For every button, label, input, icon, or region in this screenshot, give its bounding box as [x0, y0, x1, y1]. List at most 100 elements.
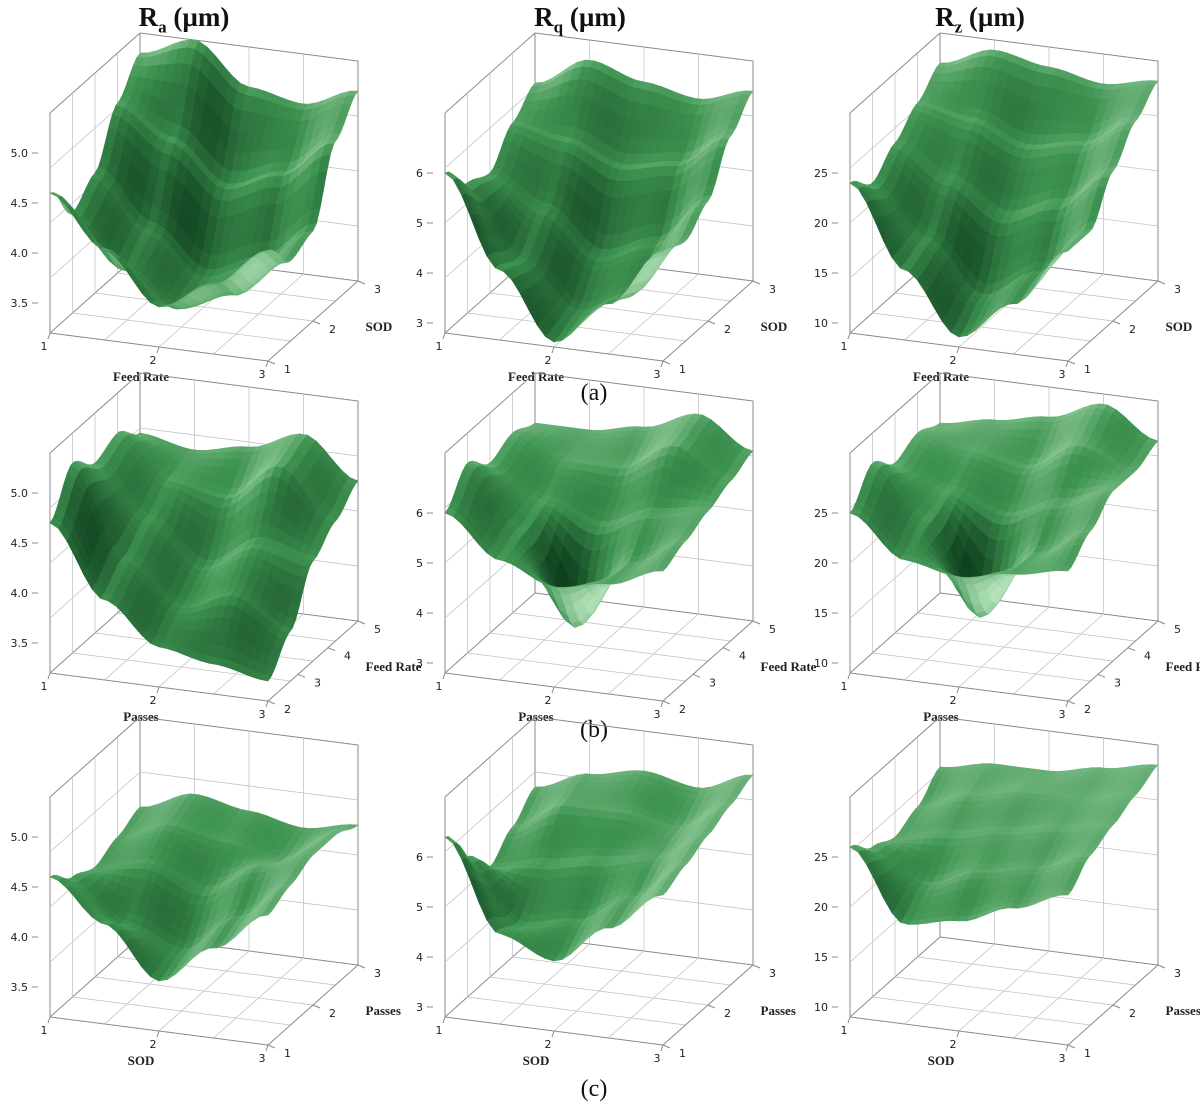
- y-tick-label: 3: [709, 676, 716, 689]
- y-tick-label: 2: [284, 703, 291, 716]
- grid-line: [94, 292, 314, 322]
- y-tick-label: 3: [769, 283, 776, 296]
- y-tick-label: 5: [1174, 623, 1181, 636]
- surface-plot: 10 15 20 25 1 2 3 Feed Rate 1 2 3 SOD: [814, 32, 1193, 384]
- z-tick-label: 15: [814, 951, 828, 964]
- y-tick-mark: [1157, 964, 1166, 969]
- grid-line: [849, 771, 941, 853]
- x-tick-mark: [847, 1016, 851, 1024]
- y-tick-mark: [1097, 673, 1106, 678]
- grid-line: [608, 273, 699, 355]
- y-tick-label: 3: [374, 967, 381, 980]
- y-tick-label: 2: [329, 323, 336, 336]
- x-tick-mark: [156, 346, 160, 354]
- x-tick-label: 2: [150, 354, 157, 367]
- y-tick-mark: [312, 1004, 321, 1009]
- z-tick-label: 5.0: [11, 487, 29, 500]
- z-tick-label: 6: [416, 507, 423, 520]
- x-tick-label: 2: [950, 1038, 957, 1051]
- y-tick-mark: [722, 647, 731, 652]
- grid-line: [444, 87, 536, 169]
- x-tick-label: 3: [654, 368, 661, 381]
- surface-mesh: [849, 763, 1159, 925]
- x-tick-label: 1: [841, 680, 848, 693]
- y-tick-mark: [357, 964, 366, 969]
- y-tick-label: 2: [329, 1007, 336, 1020]
- y-tick-mark: [1157, 620, 1166, 625]
- y-tick-label: 3: [1174, 283, 1181, 296]
- grid-line: [1013, 273, 1104, 355]
- x-tick-label: 2: [950, 694, 957, 707]
- y-tick-label: 3: [769, 967, 776, 980]
- z-tick-label: 6: [416, 851, 423, 864]
- z-axis-ticks: 10 15 20 25: [814, 507, 838, 670]
- surface-plot: 3 4 5 6 1 2 3 Feed Rate 1 2 3 SOD: [416, 32, 787, 384]
- z-tick-label: 20: [814, 557, 828, 570]
- x-axis-label: Feed Rate: [113, 369, 169, 384]
- row-label-b: (b): [580, 717, 608, 743]
- z-tick-label: 15: [814, 607, 828, 620]
- y-tick-mark: [297, 673, 306, 678]
- header-unit: (µm): [962, 2, 1025, 32]
- y-axis-ticks: 1 2 3: [267, 964, 381, 1060]
- y-tick-mark: [692, 673, 701, 678]
- grid-line: [1013, 613, 1104, 695]
- y-tick-mark: [662, 1044, 671, 1049]
- x-tick-label: 1: [41, 680, 48, 693]
- x-tick-label: 3: [259, 1052, 266, 1065]
- x-tick-mark: [1065, 1044, 1069, 1052]
- y-axis-label: SOD: [1166, 319, 1193, 334]
- x-tick-mark: [442, 1016, 446, 1024]
- x-tick-mark: [442, 332, 446, 340]
- surface-mesh: [49, 39, 359, 310]
- x-tick-label: 3: [1059, 708, 1066, 721]
- x-tick-mark: [1065, 700, 1069, 708]
- y-tick-label: 1: [284, 363, 291, 376]
- x-tick-mark: [660, 1044, 664, 1052]
- y-axis-label: Passes: [1166, 1003, 1200, 1018]
- y-axis-ticks: 2 3 4 5: [1067, 620, 1181, 716]
- x-axis-label: Passes: [923, 709, 958, 724]
- y-tick-mark: [357, 280, 366, 285]
- x-tick-mark: [956, 346, 960, 354]
- x-axis-ticks: 1 2 3: [41, 1016, 269, 1065]
- y-tick-mark: [707, 1004, 716, 1009]
- x-tick-label: 3: [259, 708, 266, 721]
- y-tick-mark: [1067, 1044, 1076, 1049]
- y-tick-label: 1: [679, 363, 686, 376]
- y-tick-mark: [662, 700, 671, 705]
- y-tick-label: 4: [1144, 650, 1151, 663]
- column-header-rz: Rz (µm): [870, 2, 1090, 37]
- x-tick-label: 3: [259, 368, 266, 381]
- z-tick-label: 5: [416, 557, 423, 570]
- z-tick-label: 10: [814, 317, 828, 330]
- surface-plot: 10 15 20 25 1 2 3 Passes 2 3 4 5 Feed Rate: [814, 372, 1200, 724]
- x-tick-label: 2: [545, 1038, 552, 1051]
- x-tick-mark: [847, 672, 851, 680]
- y-axis-ticks: 1 2 3: [1067, 280, 1181, 376]
- grid-line: [444, 771, 536, 853]
- surface-panel: 10 15 20 25 1 2 3 Feed Rate 1 2 3 SOD: [800, 32, 1200, 384]
- surface-mesh: [444, 413, 754, 628]
- y-tick-label: 2: [1129, 1007, 1136, 1020]
- y-tick-label: 5: [769, 623, 776, 636]
- x-tick-label: 1: [436, 340, 443, 353]
- z-tick-label: 4.0: [11, 247, 29, 260]
- z-axis-ticks: 3 4 5 6: [416, 851, 433, 1014]
- z-tick-label: 4.0: [11, 587, 29, 600]
- z-tick-label: 25: [814, 167, 828, 180]
- x-axis-ticks: 1 2 3: [436, 332, 664, 381]
- y-tick-label: 1: [1084, 363, 1091, 376]
- z-tick-label: 6: [416, 167, 423, 180]
- grid-line: [917, 612, 1136, 642]
- y-tick-mark: [327, 647, 336, 652]
- z-tick-label: 3.5: [11, 981, 29, 994]
- y-tick-label: 3: [1114, 676, 1121, 689]
- x-tick-label: 2: [950, 354, 957, 367]
- x-axis-ticks: 1 2 3: [841, 672, 1069, 721]
- y-tick-label: 3: [374, 283, 381, 296]
- surface-panel: 3 4 5 6 1 2 3 Feed Rate 1 2 3 SOD: [395, 32, 795, 384]
- surface-panel: 10 15 20 25 1 2 3 Passes 2 3 4 5 Feed Rate: [800, 372, 1200, 724]
- z-tick-label: 4.0: [11, 931, 29, 944]
- x-axis-ticks: 1 2 3: [41, 332, 269, 381]
